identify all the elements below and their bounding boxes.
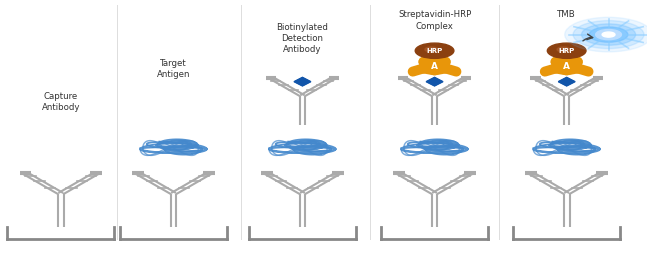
Text: Biotinylated
Detection
Antibody: Biotinylated Detection Antibody bbox=[276, 23, 328, 54]
Circle shape bbox=[573, 21, 644, 49]
Polygon shape bbox=[426, 77, 443, 86]
Text: A: A bbox=[563, 62, 570, 71]
Polygon shape bbox=[294, 77, 311, 86]
Circle shape bbox=[595, 29, 621, 40]
Circle shape bbox=[425, 47, 438, 52]
Text: Target
Antigen: Target Antigen bbox=[157, 59, 190, 79]
Circle shape bbox=[582, 24, 636, 45]
Polygon shape bbox=[558, 77, 575, 86]
Text: HRP: HRP bbox=[426, 48, 443, 54]
Text: HRP: HRP bbox=[558, 48, 575, 54]
Text: TMB: TMB bbox=[557, 10, 576, 20]
Circle shape bbox=[415, 43, 454, 58]
Text: Streptavidin-HRP
Complex: Streptavidin-HRP Complex bbox=[398, 10, 471, 30]
Circle shape bbox=[589, 27, 628, 42]
Circle shape bbox=[565, 17, 650, 52]
Circle shape bbox=[557, 47, 570, 52]
Circle shape bbox=[602, 32, 615, 37]
Text: Capture
Antibody: Capture Antibody bbox=[42, 92, 80, 112]
Circle shape bbox=[547, 43, 586, 58]
Text: A: A bbox=[431, 62, 438, 71]
